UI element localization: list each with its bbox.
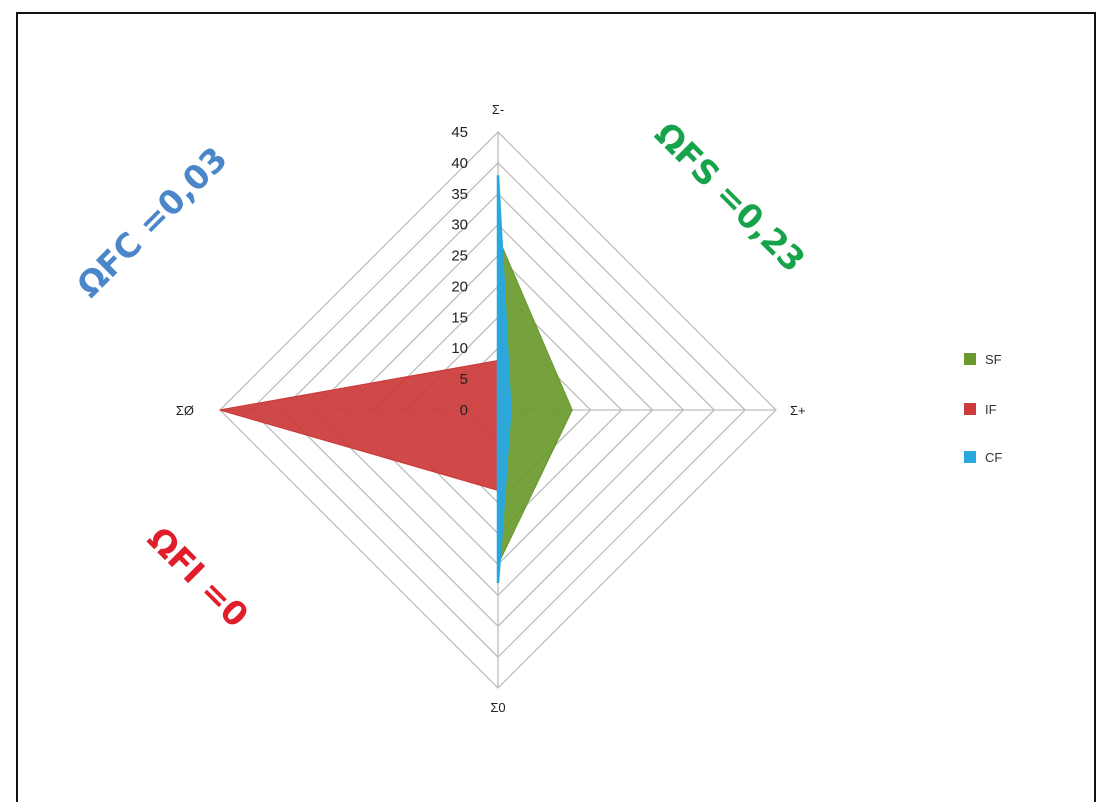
radar-series <box>219 175 573 584</box>
tick-label-20: 20 <box>451 278 468 295</box>
legend-item-if: IF <box>964 402 997 417</box>
legend-item-sf: SF <box>964 352 1002 367</box>
legend-swatch-sf <box>964 353 976 365</box>
tick-label-0: 0 <box>460 402 468 419</box>
annotation-omega-fc: ΩFC =0,03 <box>69 139 235 305</box>
tick-label-40: 40 <box>451 155 468 172</box>
legend-swatch-cf <box>964 451 976 463</box>
legend-label-cf: CF <box>985 450 1002 465</box>
tick-label-35: 35 <box>451 186 468 203</box>
axis-labels: Σ- Σ+ Σ0 ΣØ <box>176 102 806 715</box>
series-cf <box>496 175 512 584</box>
legend-swatch-if <box>964 403 976 415</box>
legend: SF IF CF <box>964 352 1002 465</box>
axis-label-0: Σ- <box>492 102 504 117</box>
chart-frame <box>16 12 1096 802</box>
axis-label-2: Σ0 <box>490 700 505 715</box>
legend-item-cf: CF <box>964 450 1002 465</box>
legend-label-sf: SF <box>985 352 1002 367</box>
tick-label-10: 10 <box>451 340 468 357</box>
tick-label-25: 25 <box>451 248 468 265</box>
tick-labels: 0 5 10 15 20 25 30 35 40 45 <box>451 124 468 419</box>
tick-label-15: 15 <box>451 309 468 326</box>
series-if <box>219 359 499 492</box>
annotation-omega-fi: ΩFI =0 <box>140 519 256 635</box>
annotation-omega-fs: ΩFS =0,23 <box>647 114 812 279</box>
legend-label-if: IF <box>985 402 997 417</box>
tick-label-5: 5 <box>460 371 468 388</box>
axis-label-3: ΣØ <box>176 403 194 418</box>
tick-label-45: 45 <box>451 124 468 141</box>
tick-label-30: 30 <box>451 217 468 234</box>
axis-label-1: Σ+ <box>790 403 806 418</box>
